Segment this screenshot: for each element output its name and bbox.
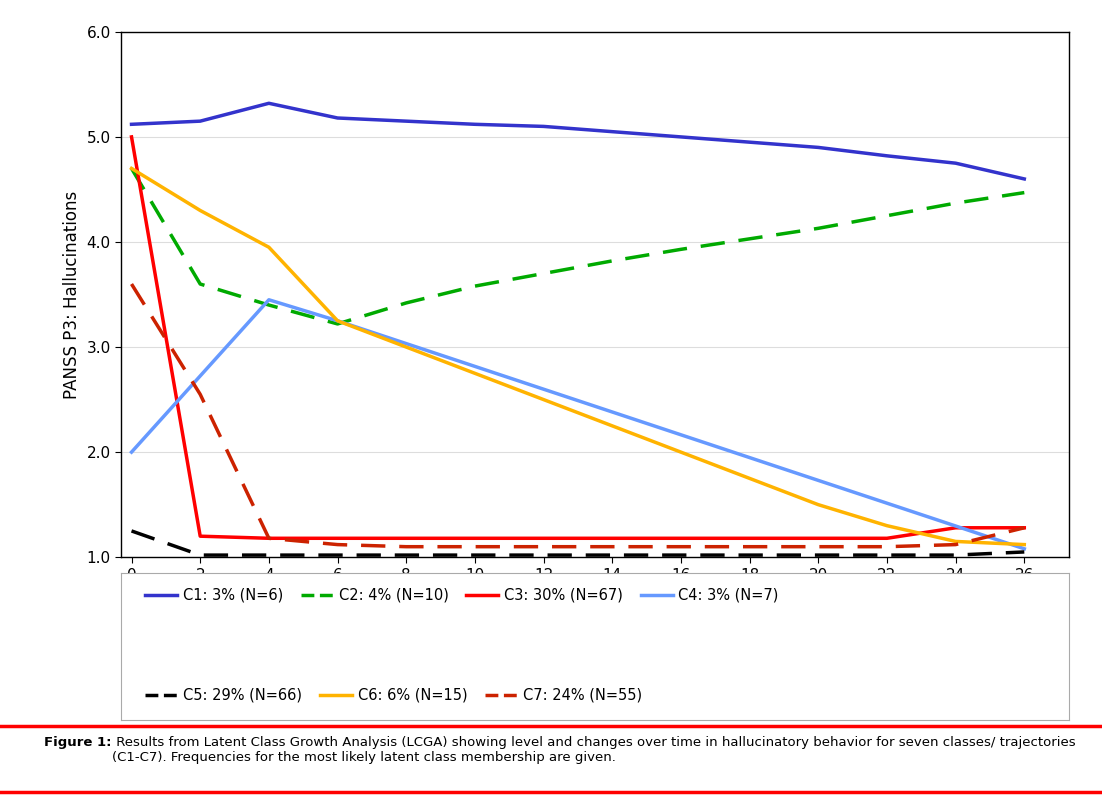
Text: Figure 1:: Figure 1: xyxy=(44,736,111,749)
Legend: C5: 29% (N=66), C6: 6% (N=15), C7: 24% (N=55): C5: 29% (N=66), C6: 6% (N=15), C7: 24% (… xyxy=(138,681,649,710)
Y-axis label: PANSS P3: Hallucinations: PANSS P3: Hallucinations xyxy=(63,190,82,399)
Text: Results from Latent Class Growth Analysis (LCGA) showing level and changes over : Results from Latent Class Growth Analysi… xyxy=(112,736,1076,764)
X-axis label: Weeks: Weeks xyxy=(565,588,625,607)
